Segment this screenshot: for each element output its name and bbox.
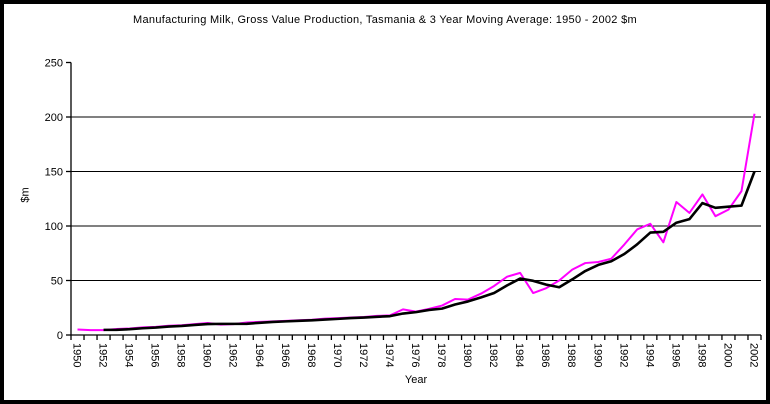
y-tick-label: 150: [45, 167, 63, 179]
x-tick-label: 1984: [513, 343, 525, 367]
x-tick-label: 1996: [669, 343, 681, 367]
series-line-gross-value: [77, 113, 756, 332]
x-tick-label: 1980: [461, 343, 473, 367]
y-tick-label: 200: [45, 112, 63, 124]
x-tick-label: 1964: [253, 343, 265, 367]
x-tick-label: 1956: [149, 343, 161, 367]
x-tick-label: 1950: [71, 343, 83, 367]
x-tick-label: 1978: [435, 343, 447, 367]
x-tick-label: 1958: [175, 343, 187, 367]
x-tick-label: 1976: [409, 343, 421, 367]
x-axis-title: Year: [404, 374, 428, 386]
x-tick-label: 1974: [383, 343, 395, 367]
x-tick-label: 2002: [747, 343, 759, 367]
x-tick-label: 1986: [539, 343, 551, 367]
x-tick-label: 1968: [305, 343, 317, 367]
x-tick-label: 1988: [565, 343, 577, 367]
x-tick-label: 1972: [357, 343, 369, 367]
series-line-moving-average: [103, 171, 756, 332]
x-tick-label: 1982: [487, 343, 499, 367]
x-tick-label: 1966: [279, 343, 291, 367]
x-tick-label: 2000: [721, 343, 733, 367]
x-tick-label: 1994: [643, 343, 655, 367]
x-tick-label: 1962: [227, 343, 239, 367]
x-tick-label: 1998: [695, 343, 707, 367]
x-tick-label: 1990: [591, 343, 603, 367]
y-tick-label: 0: [57, 330, 63, 342]
x-tick-label: 1952: [97, 343, 109, 367]
y-tick-label: 50: [51, 276, 63, 288]
x-tick-label: 1992: [617, 343, 629, 367]
y-tick-label: 100: [45, 221, 63, 233]
x-tick-label: 1960: [201, 343, 213, 367]
chart-title: Manufacturing Milk, Gross Value Producti…: [133, 14, 637, 26]
y-tick-label: 250: [45, 58, 63, 70]
plot-area: 0 50 100 150 200 250 1950 1952 1954 1956 1958 1960 1…: [45, 58, 762, 367]
x-tick-label: 1954: [123, 343, 135, 367]
x-tick-label: 1970: [331, 343, 343, 367]
